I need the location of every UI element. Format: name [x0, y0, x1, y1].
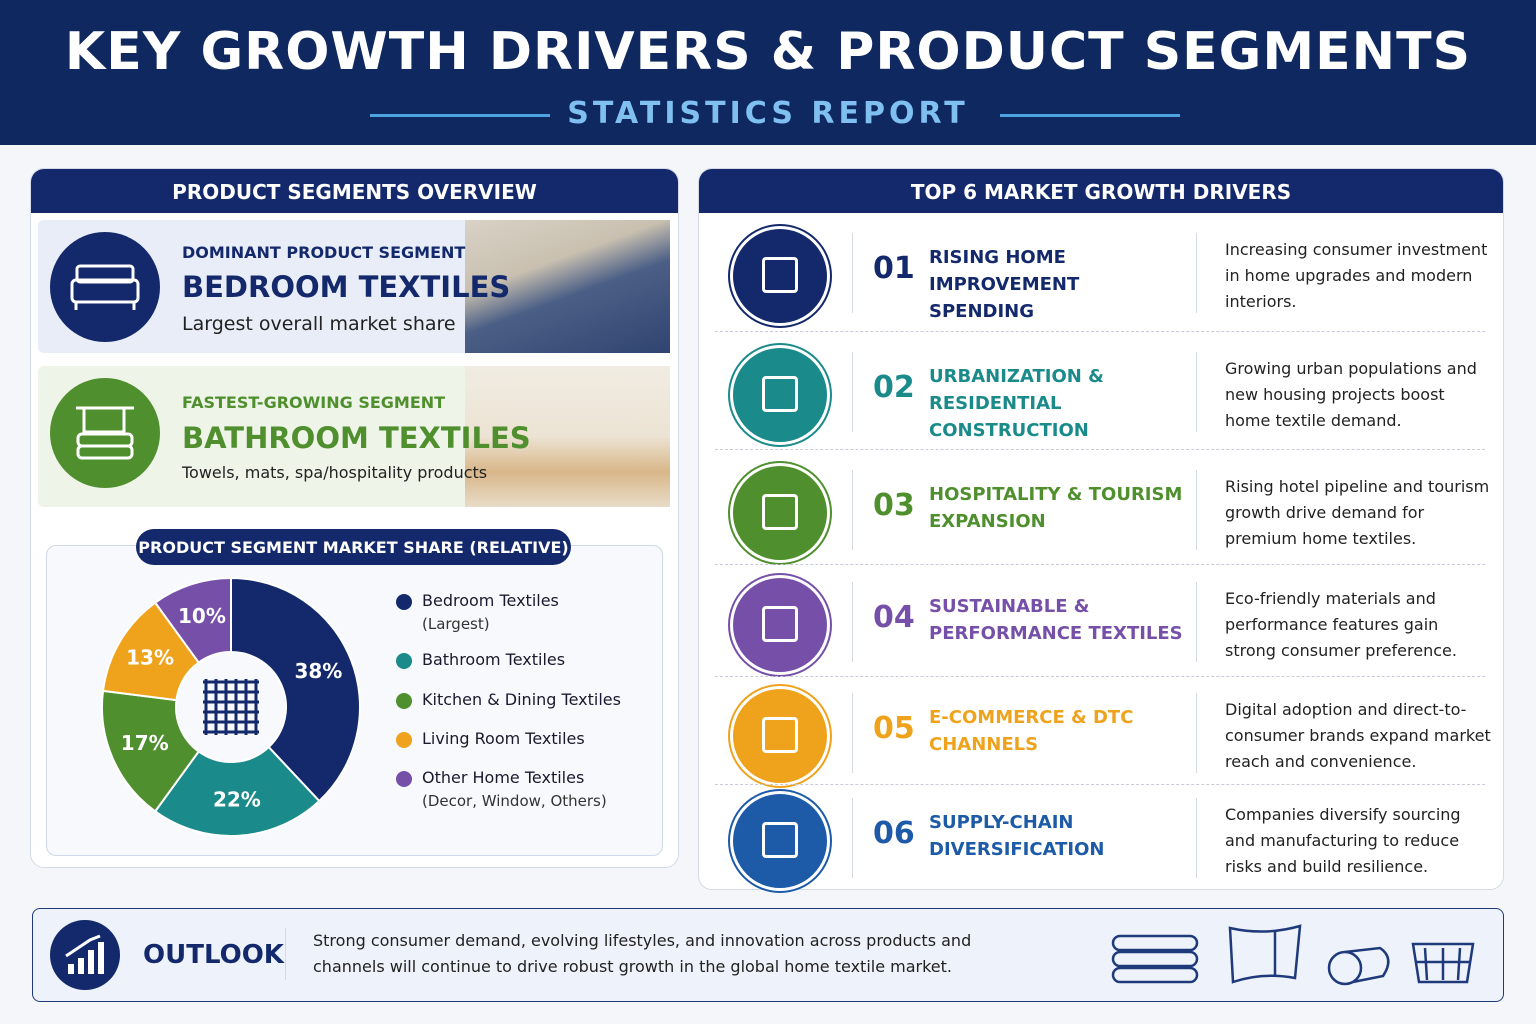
- drivers-panel: TOP 6 MARKET GROWTH DRIVERS: [698, 168, 1504, 890]
- driver-number: 02: [873, 370, 915, 405]
- card-kicker: FASTEST-GROWING SEGMENT: [182, 393, 446, 412]
- driver-description: Digital adoption and direct-to-consumer …: [1225, 700, 1491, 771]
- header-band: [0, 0, 1536, 145]
- driver-icon-glyph: [762, 494, 798, 530]
- bed-glyph: [70, 264, 140, 310]
- divider: [1196, 352, 1197, 432]
- pie-slice: [230, 576, 361, 803]
- driver-title: URBANIZATION & RESIDENTIAL CONSTRUCTION: [929, 366, 1104, 441]
- driver-description: Companies diversify sourcing and manufac…: [1225, 805, 1461, 876]
- driver-title: RISING HOME IMPROVEMENT SPENDING: [929, 247, 1080, 322]
- driver-icon: [730, 345, 830, 445]
- driver-description: Eco-friendly materials and performance f…: [1225, 589, 1457, 660]
- card-name: BEDROOM TEXTILES: [182, 270, 511, 304]
- driver-icon-glyph: [762, 606, 798, 642]
- divider: [852, 470, 853, 550]
- center-glyph: [203, 679, 259, 735]
- panel-title: TOP 6 MARKET GROWTH DRIVERS: [699, 169, 1503, 213]
- row-separator: [715, 675, 1485, 677]
- outlook-icon: [50, 920, 120, 990]
- legend-dot: [396, 594, 412, 610]
- driver-title: HOSPITALITY & TOURISM EXPANSION: [929, 484, 1183, 532]
- driver-number: 05: [873, 711, 915, 746]
- decor-line: [370, 114, 550, 117]
- driver-description: Rising hotel pipeline and tourism growth…: [1225, 477, 1490, 548]
- driver-number: 03: [873, 488, 915, 523]
- towel-icon: [50, 378, 160, 488]
- driver-title: SUSTAINABLE & PERFORMANCE TEXTILES: [929, 596, 1183, 644]
- divider: [852, 352, 853, 432]
- pie-slice: [101, 689, 201, 813]
- legend-dot: [396, 693, 412, 709]
- bedroom-photo: [465, 220, 670, 353]
- driver-icon: [730, 226, 830, 326]
- slice-label: 10%: [178, 604, 226, 628]
- legend-label: Bathroom Textiles: [422, 650, 566, 669]
- driver-description: Growing urban populations and new housin…: [1225, 359, 1477, 430]
- page-title: KEY GROWTH DRIVERS & PRODUCT SEGMENTS: [64, 22, 1472, 82]
- driver-number: 06: [873, 816, 915, 851]
- row-separator: [715, 449, 1485, 450]
- driver-description: Increasing consumer investment in home u…: [1225, 240, 1488, 311]
- pie-slice: [153, 576, 232, 664]
- slice-label: 22%: [213, 787, 261, 811]
- legend-dot: [396, 771, 412, 787]
- driver-number: 01: [873, 251, 915, 286]
- divider: [1196, 693, 1197, 773]
- donut-chart: 38% 22% 17% 13%10%: [101, 576, 361, 837]
- card-name: BATHROOM TEXTILES: [182, 421, 531, 455]
- divider: [1196, 798, 1197, 878]
- driver-title: SUPPLY-CHAIN DIVERSIFICATION: [929, 812, 1105, 860]
- towel-glyph: [76, 406, 134, 460]
- legend-label: Other Home Textiles: [422, 768, 585, 787]
- driver-icon: [730, 463, 830, 563]
- row-separator: [715, 783, 1485, 785]
- pie-slice: [153, 745, 321, 837]
- driver-title: E-COMMERCE & DTC CHANNELS: [929, 707, 1134, 755]
- page-subtitle: STATISTICS REPORT: [567, 96, 969, 131]
- bed-icon: [50, 232, 160, 342]
- slice-label: 38%: [294, 659, 342, 683]
- panel-title: PRODUCT SEGMENTS OVERVIEW: [31, 169, 678, 213]
- divider: [852, 233, 853, 313]
- driver-icon: [730, 686, 830, 786]
- driver-icon: [730, 791, 830, 891]
- legend-dot: [396, 653, 412, 669]
- divider: [1196, 233, 1197, 313]
- chart-title: PRODUCT SEGMENT MARKET SHARE (RELATIVE): [136, 529, 571, 565]
- divider: [1196, 470, 1197, 550]
- legend-note: (Decor, Window, Others): [422, 792, 607, 810]
- divider: [1196, 582, 1197, 662]
- textile-icons: [1111, 924, 1475, 986]
- outlook-text: Strong consumer demand, evolving lifesty…: [313, 931, 972, 976]
- legend-dot: [396, 732, 412, 748]
- row-separator: [715, 330, 1485, 332]
- legend-label: Bedroom Textiles: [422, 591, 559, 610]
- legend-note: (Largest): [422, 615, 490, 633]
- outlook-title: OUTLOOK: [143, 940, 284, 970]
- driver-icon-glyph: [762, 376, 798, 412]
- legend-label: Kitchen & Dining Textiles: [422, 690, 621, 709]
- bathroom-photo: [465, 366, 670, 507]
- card-kicker: DOMINANT PRODUCT SEGMENT: [182, 243, 466, 262]
- row-separator: [715, 564, 1485, 565]
- legend-label: Living Room Textiles: [422, 729, 585, 748]
- outlook-band: [32, 908, 1504, 1002]
- divider: [285, 928, 286, 980]
- driver-icon-glyph: [762, 257, 798, 293]
- driver-number: 04: [873, 600, 915, 635]
- divider: [852, 582, 853, 662]
- card-note: Largest overall market share: [182, 313, 456, 335]
- divider: [852, 798, 853, 878]
- decor-line: [1000, 114, 1180, 117]
- slice-label: 13%: [126, 646, 174, 670]
- chart-glyph: [65, 934, 104, 974]
- driver-icon-glyph: [762, 822, 798, 858]
- driver-icon-glyph: [762, 717, 798, 753]
- driver-icon: [730, 575, 830, 675]
- divider: [852, 693, 853, 773]
- slice-label: 17%: [121, 731, 169, 755]
- card-note: Towels, mats, spa/hospitality products: [182, 463, 488, 482]
